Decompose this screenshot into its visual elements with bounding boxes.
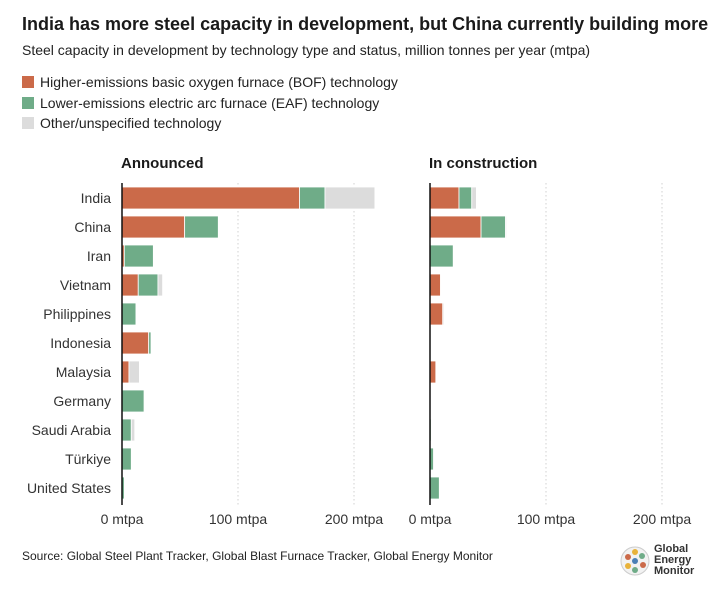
logo-line-3: Monitor [654, 565, 695, 577]
category-label-germany: Germany [53, 393, 111, 409]
panel-title-announced: Announced [121, 155, 204, 172]
bar-in-construction-china-bof [429, 215, 482, 239]
source-note: Source: Global Steel Plant Tracker, Glob… [22, 549, 493, 563]
category-label-philippines: Philippines [43, 306, 111, 322]
bar-announced-t-rkiye-eaf [121, 447, 132, 471]
bar-announced-indonesia-bof [121, 331, 150, 355]
bar-announced-china-bof [121, 215, 186, 239]
category-label-vietnam: Vietnam [60, 277, 111, 293]
bar-in-construction-india-bof [429, 186, 460, 210]
category-label-indonesia: Indonesia [50, 335, 111, 351]
tick-label-announced-100: 100 mtpa [209, 511, 268, 527]
bar-in-construction-vietnam-bof [429, 273, 441, 297]
bar-announced-malaysia-bof [121, 360, 130, 384]
bar-announced-saudi-arabia-eaf [121, 418, 132, 442]
bar-in-construction-china-other [504, 215, 507, 239]
bar-announced-vietnam-eaf [137, 273, 159, 297]
legend-label-other: Other/unspecified technology [40, 115, 222, 131]
legend-label-eaf: Lower-emissions electric arc furnace (EA… [40, 94, 380, 111]
legend-item-bof: Higher-emissions basic oxygen furnace (B… [22, 72, 398, 92]
bar-announced-malaysia-other [128, 360, 140, 384]
bar-announced-vietnam-bof [121, 273, 139, 297]
bar-announced-philippines-eaf [121, 302, 137, 326]
chart-title: India has more steel capacity in develop… [22, 14, 709, 34]
bar-in-construction-united-states-eaf [429, 476, 440, 500]
bar-announced-germany-eaf [121, 389, 145, 413]
legend-swatch-eaf [22, 96, 34, 109]
legend-item-eaf: Lower-emissions electric arc furnace (EA… [22, 93, 398, 113]
tick-label-in-construction-0: 0 mtpa [409, 511, 452, 527]
tick-label-in-construction-200: 200 mtpa [633, 511, 692, 527]
logo-line-2: Energy [654, 554, 692, 566]
category-label-saudi-arabia: Saudi Arabia [32, 422, 112, 438]
category-label-t-rkiye: Türkiye [65, 451, 111, 467]
globe-icon [620, 546, 650, 575]
tick-label-announced-0: 0 mtpa [101, 511, 144, 527]
legend-label-bof: Higher-emissions basic oxygen furnace (B… [40, 74, 398, 90]
bar-in-construction-india-eaf [458, 186, 473, 210]
logo-text: Global Energy Monitor [654, 544, 694, 577]
bar-announced-india-other [324, 186, 376, 210]
legend-swatch-bof [22, 76, 34, 88]
bar-in-construction-malaysia-bof [429, 360, 437, 384]
panel-title-in-construction: In construction [429, 155, 537, 172]
tick-label-announced-200: 200 mtpa [325, 511, 384, 527]
category-label-china: China [74, 219, 111, 235]
bar-announced-indonesia-eaf [148, 331, 152, 355]
tick-label-in-construction-100: 100 mtpa [517, 511, 576, 527]
bar-in-construction-china-eaf [480, 215, 506, 239]
legend-item-other: Other/unspecified technology [22, 113, 398, 133]
bar-announced-china-eaf [184, 215, 219, 239]
bar-announced-iran-eaf [123, 244, 154, 268]
bar-announced-vietnam-other [157, 273, 164, 297]
chart-subtitle: Steel capacity in development by technol… [22, 42, 591, 58]
bar-in-construction-iran-eaf [429, 244, 454, 268]
bar-in-construction-philippines-other [442, 302, 445, 326]
category-label-india: India [81, 190, 112, 206]
category-label-malaysia: Malaysia [56, 364, 111, 380]
bar-announced-india-eaf [299, 186, 326, 210]
category-label-united-states: United States [27, 480, 111, 496]
bar-announced-saudi-arabia-other [130, 418, 136, 442]
bar-in-construction-philippines-bof [429, 302, 444, 326]
category-label-iran: Iran [87, 248, 111, 264]
legend-swatch-other [22, 117, 34, 129]
gem-logo: Global Energy Monitor [620, 544, 694, 577]
legend: Higher-emissions basic oxygen furnace (B… [22, 72, 398, 134]
bar-announced-india-bof [121, 186, 300, 210]
bar-in-construction-india-other [471, 186, 477, 210]
bar-chart: India China Iran Vietnam Philippines Indonesi… [27, 155, 692, 527]
logo-line-1: Global [654, 543, 689, 555]
